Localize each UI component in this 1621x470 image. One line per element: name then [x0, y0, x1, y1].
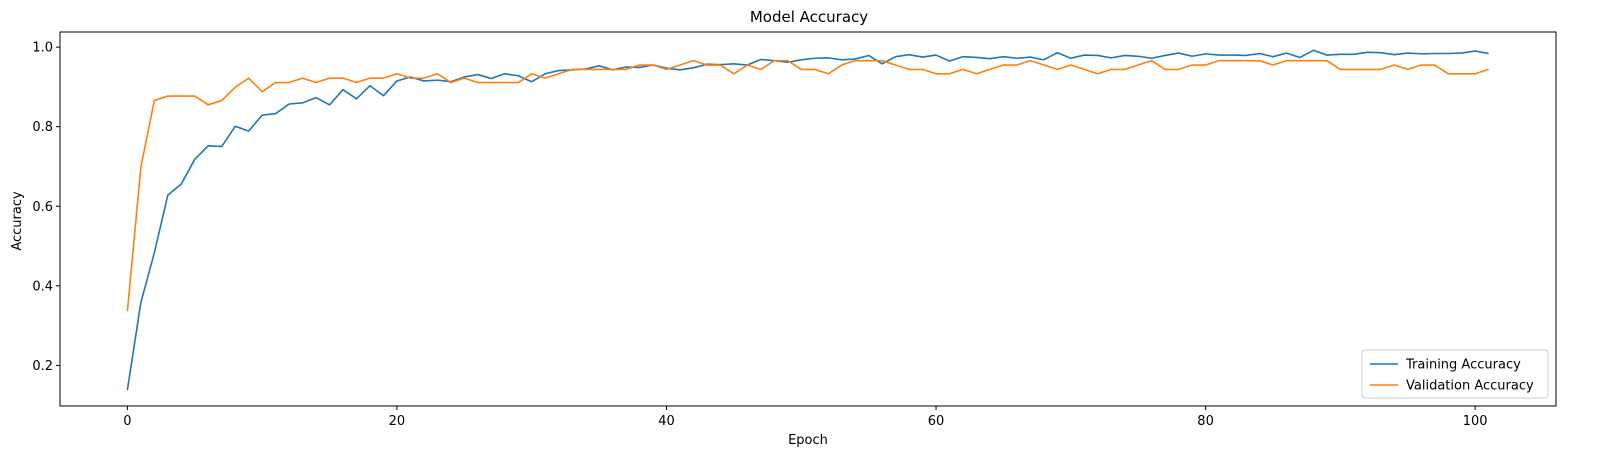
y-tick-label: 0.4: [32, 279, 53, 294]
x-axis: 0 20 40 60 80 100: [123, 406, 1488, 429]
y-axis: 0.2 0.4 0.6 0.8 1.0: [32, 41, 60, 374]
series-line-validation: [126, 59, 1489, 312]
x-tick-label: 40: [658, 414, 675, 429]
x-tick-label: 20: [389, 414, 406, 429]
x-tick-label: 100: [1463, 414, 1488, 429]
series-layer: [126, 49, 1489, 391]
x-tick-label: 80: [1197, 414, 1214, 429]
y-axis-label: Accuracy: [10, 191, 25, 251]
y-tick-label: 1.0: [32, 41, 53, 56]
y-tick-label: 0.2: [32, 359, 53, 374]
x-tick-label: 0: [123, 414, 131, 429]
legend-label-validation: Validation Accuracy: [1406, 379, 1534, 394]
chart-title: Model Accuracy: [750, 8, 868, 26]
x-tick-label: 60: [928, 414, 945, 429]
plot-frame: [59, 31, 1557, 407]
series-line-training: [126, 49, 1489, 391]
y-tick-label: 0.8: [32, 120, 53, 135]
y-tick-label: 0.6: [32, 200, 53, 215]
legend-box: [1361, 349, 1549, 399]
x-axis-label: Epoch: [788, 433, 828, 448]
legend: Training Accuracy Validation Accuracy: [1361, 349, 1549, 399]
legend-label-training: Training Accuracy: [1405, 358, 1521, 373]
